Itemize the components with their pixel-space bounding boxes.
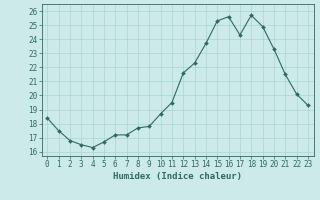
X-axis label: Humidex (Indice chaleur): Humidex (Indice chaleur) (113, 172, 242, 181)
